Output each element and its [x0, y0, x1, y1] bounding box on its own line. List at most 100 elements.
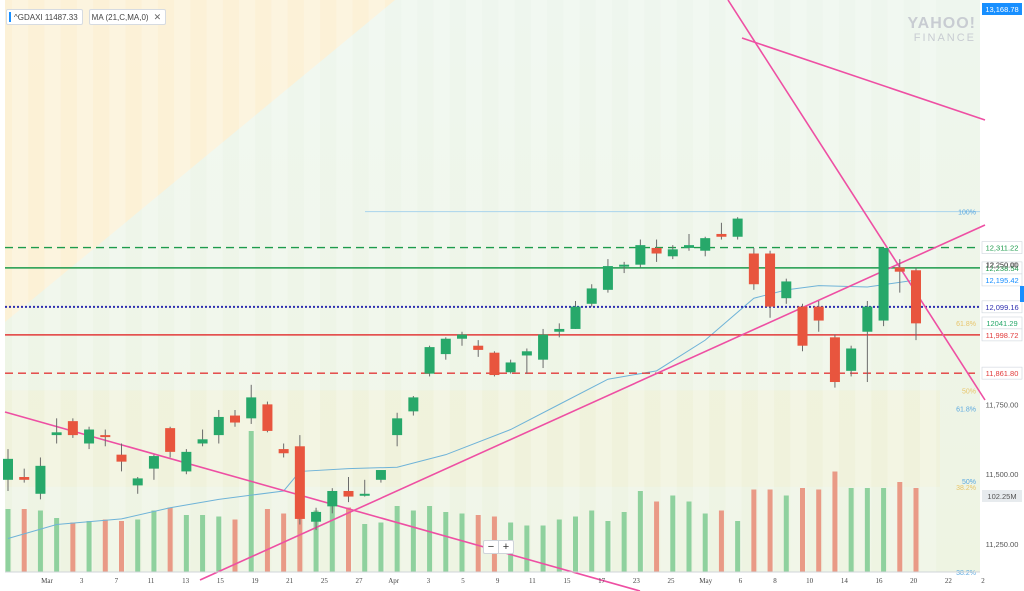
volume-bar — [800, 488, 805, 572]
grid-band — [498, 0, 515, 572]
candle-body — [440, 338, 451, 355]
volume-bar — [751, 489, 757, 572]
candle-body — [505, 362, 516, 373]
candle-body — [181, 451, 192, 472]
volume-bar — [589, 510, 595, 572]
candle-body — [813, 306, 824, 321]
fib-label: 50% — [962, 388, 976, 395]
volume-bar — [686, 501, 692, 572]
volume-bar — [86, 521, 92, 572]
trend-line — [199, 224, 986, 581]
candle-body — [538, 334, 549, 360]
close-icon[interactable]: ✕ — [153, 11, 162, 22]
volume-bar — [524, 525, 530, 572]
indicator-chip[interactable]: MA (21,C,MA,0) ✕ — [88, 9, 167, 25]
candle-body — [84, 429, 95, 444]
grid-band — [920, 0, 937, 572]
candle-body — [424, 347, 435, 374]
grid-band — [725, 0, 742, 572]
trend-lines[interactable] — [4, 0, 986, 591]
zoom-in-button[interactable]: + — [498, 541, 513, 553]
candle-body — [586, 288, 597, 304]
x-tick-label: 11 — [529, 577, 536, 585]
indicator-label: MA (21,C,MA,0) — [91, 12, 149, 22]
candle-body — [230, 415, 240, 423]
candle-body — [829, 337, 840, 383]
ticker-chip[interactable]: ^GDAXI 11487.33 — [6, 9, 83, 25]
volume-bar — [540, 525, 546, 572]
x-tick-label: 3 — [427, 577, 431, 585]
candle-body — [862, 306, 873, 332]
partial-tick-label: 12,250.00 — [986, 263, 1017, 270]
volume-bar — [718, 510, 724, 572]
grid-band — [174, 0, 191, 572]
level-tag-bg — [981, 300, 1023, 314]
x-tick-label: 25 — [668, 577, 676, 585]
candle-body — [489, 352, 500, 376]
grid-band — [12, 0, 29, 572]
candle-body — [894, 267, 905, 272]
volume-bar — [102, 519, 108, 572]
candle-body — [619, 264, 630, 267]
volume-bar — [735, 521, 741, 572]
candle-body — [359, 493, 370, 496]
ticker-last-value: 11487.33 — [44, 12, 78, 22]
volume-bar — [297, 515, 303, 572]
candle-body — [392, 418, 403, 436]
volume-tag: 102.25M — [987, 492, 1016, 501]
zoom-out-button[interactable]: − — [487, 541, 495, 553]
volume-bar — [264, 509, 270, 572]
trend-line — [741, 37, 986, 121]
volume-bar — [459, 513, 465, 572]
x-tick-label: 15 — [217, 577, 225, 585]
candle-body — [67, 421, 78, 436]
candle-body — [473, 345, 484, 350]
grid-band — [368, 0, 385, 572]
candle-body — [748, 253, 759, 285]
volume-bar — [216, 516, 222, 572]
level-tag-bg — [981, 366, 1023, 380]
volume-bar — [573, 516, 578, 572]
volume-bar — [816, 489, 822, 572]
x-tick-label: May — [699, 577, 712, 585]
fib-label: 100% — [958, 210, 976, 217]
volume-bar — [167, 507, 173, 572]
level-tag: 12041.29 — [986, 319, 1017, 328]
volume-bar — [832, 471, 838, 572]
volume-bar — [621, 512, 627, 572]
x-tick-label: 11 — [148, 577, 155, 585]
ticker-symbol: ^GDAXI — [14, 12, 43, 22]
grid-band — [109, 0, 126, 572]
candle-body — [570, 306, 581, 329]
candle-body — [554, 328, 565, 332]
candlesticks — [3, 217, 921, 531]
y-tick-label: 11,500.00 — [986, 470, 1019, 479]
y-tick-label: 11,750.00 — [986, 400, 1019, 409]
volume-bar — [119, 521, 124, 572]
volume-bar — [702, 513, 708, 572]
candle-body — [732, 218, 743, 237]
volume-bar — [37, 510, 43, 572]
y-tick-label: 11,250.00 — [986, 540, 1019, 549]
grid-band — [887, 0, 904, 572]
candle-body — [116, 454, 127, 462]
side-panel-handle[interactable] — [1020, 286, 1024, 302]
volume-bar — [443, 512, 449, 572]
volume-bar — [5, 509, 11, 572]
zoom-controls: − + — [483, 540, 514, 554]
vertical-gridlines — [12, 0, 937, 572]
volume-bar — [670, 495, 676, 572]
grid-band — [855, 0, 872, 572]
candle-body — [3, 458, 13, 480]
grid-band — [433, 0, 450, 572]
candle-body — [651, 247, 662, 254]
x-tick-label: 19 — [252, 577, 260, 585]
x-tick-label: 5 — [461, 577, 465, 585]
candle-body — [521, 351, 532, 356]
x-tick-label: 9 — [496, 577, 500, 585]
volume-bar — [378, 522, 384, 572]
candle-body — [165, 428, 176, 452]
fibonacci-levels: 100%61.8%50%61.8%50%38.2%38.2% — [365, 210, 980, 577]
volume-bar — [232, 519, 238, 572]
